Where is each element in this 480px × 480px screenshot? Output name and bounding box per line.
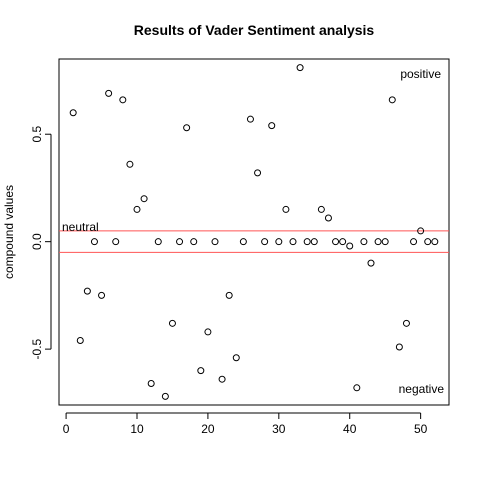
data-point [374, 238, 382, 246]
data-point [254, 169, 262, 177]
data-point [105, 89, 113, 97]
data-point [90, 238, 98, 246]
data-point [69, 109, 77, 117]
reference-lines [59, 230, 449, 253]
data-point [324, 214, 332, 222]
data-point [133, 205, 141, 213]
x-tick-label: 50 [414, 422, 428, 436]
x-axis: 0 10 20 30 40 50 [63, 412, 428, 436]
data-point [424, 238, 432, 246]
annotation-negative: negative [399, 382, 445, 396]
data-point [140, 195, 148, 203]
data-point [112, 238, 120, 246]
data-point [431, 238, 439, 246]
data-point [246, 115, 254, 123]
data-point [168, 319, 176, 327]
data-point [381, 238, 389, 246]
data-point [98, 291, 106, 299]
data-point [346, 242, 354, 250]
data-point [367, 259, 375, 267]
y-tick-label: 0.5 [30, 126, 44, 143]
data-point [261, 238, 269, 246]
data-point [353, 384, 361, 392]
x-tick-label: 20 [201, 422, 215, 436]
data-point [183, 124, 191, 132]
data-point [190, 238, 198, 246]
x-tick-label: 40 [343, 422, 357, 436]
data-point [197, 367, 205, 375]
x-tick-label: 0 [63, 422, 70, 436]
data-point [154, 238, 162, 246]
data-point [225, 291, 233, 299]
plot-area [58, 58, 450, 406]
data-point [402, 319, 410, 327]
data-point [339, 238, 347, 246]
data-point [147, 380, 155, 388]
data-point [296, 64, 304, 72]
data-point [303, 238, 311, 246]
data-point [289, 238, 297, 246]
chart-title: Results of Vader Sentiment analysis [134, 22, 375, 38]
data-point [268, 122, 276, 130]
y-tick-label: -0.5 [30, 338, 44, 359]
annotation-neutral: neutral [62, 220, 99, 234]
y-axis-label: compound values [2, 185, 16, 279]
data-point [161, 392, 169, 400]
data-point [417, 227, 425, 235]
x-tick-label: 10 [130, 422, 144, 436]
data-point [332, 238, 340, 246]
data-point [211, 238, 219, 246]
y-tick-label: 0.0 [30, 233, 44, 250]
data-point [204, 328, 212, 336]
data-point [176, 238, 184, 246]
data-point [232, 354, 240, 362]
annotation-positive: positive [400, 67, 441, 81]
data-point [310, 238, 318, 246]
data-point [317, 205, 325, 213]
data-point [395, 343, 403, 351]
data-point [282, 205, 290, 213]
data-point [360, 238, 368, 246]
data-points [69, 64, 439, 400]
data-point [83, 287, 91, 295]
data-point [218, 375, 226, 383]
data-point [76, 337, 84, 345]
x-tick-label: 30 [272, 422, 286, 436]
data-point [126, 160, 134, 168]
data-point [410, 238, 418, 246]
data-point [388, 96, 396, 104]
data-point [275, 238, 283, 246]
y-axis: -0.5 0.0 0.5 [30, 126, 52, 359]
data-point [119, 96, 127, 104]
data-point [239, 238, 247, 246]
